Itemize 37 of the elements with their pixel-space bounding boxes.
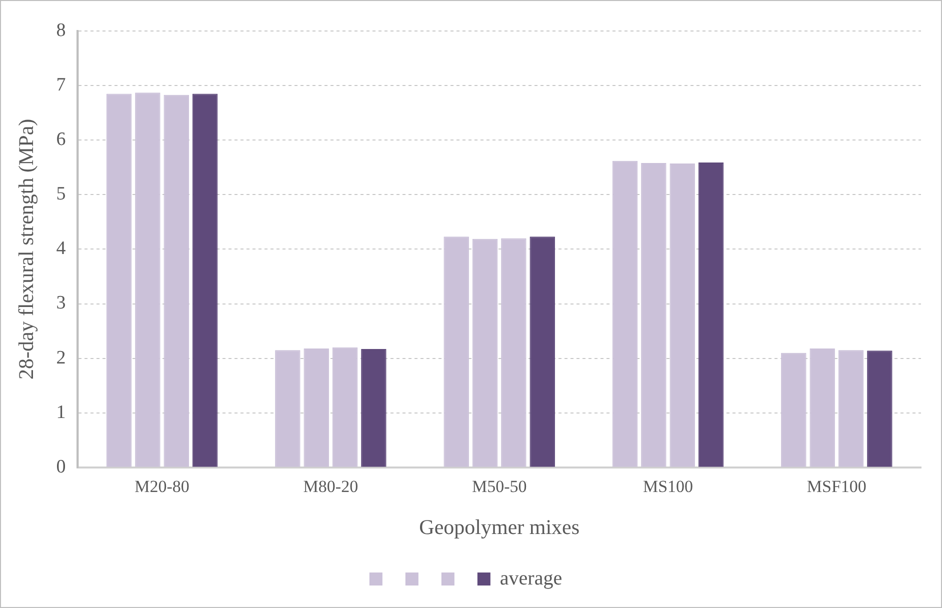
bar <box>698 162 724 467</box>
bar <box>838 350 864 467</box>
bar <box>867 350 892 467</box>
y-tick-label: 2 <box>56 347 66 368</box>
bar <box>641 163 666 467</box>
x-tick-label: MSF100 <box>806 477 866 496</box>
y-tick-label: 5 <box>56 184 66 205</box>
y-tick-label: 0 <box>56 456 66 478</box>
x-axis-title: Geopolymer mixes <box>419 514 580 539</box>
y-axis-title: 28-day flexural strength (MPa) <box>14 118 38 380</box>
y-tick-label: 3 <box>56 292 66 314</box>
x-tick-label: M20-80 <box>134 477 190 496</box>
bar <box>304 348 329 467</box>
x-tick-label: MS100 <box>642 477 694 496</box>
bar <box>192 94 218 467</box>
legend-label: average <box>500 567 562 590</box>
y-tick-label: 1 <box>56 402 66 423</box>
y-tick-label: 7 <box>56 74 66 96</box>
bar <box>530 236 555 467</box>
bar <box>164 94 189 467</box>
bar <box>106 94 132 467</box>
y-tick-label: 6 <box>56 129 66 150</box>
bar <box>444 236 469 467</box>
bar <box>670 164 695 467</box>
bar <box>361 349 386 467</box>
x-tick-label: M80-20 <box>303 477 358 496</box>
bar <box>275 350 300 467</box>
bar <box>472 238 498 467</box>
y-tick-label: 4 <box>56 238 66 260</box>
y-tick-label: 8 <box>56 20 66 41</box>
bar <box>781 352 806 467</box>
bar <box>135 92 160 467</box>
bar <box>501 238 526 467</box>
x-tick-label: M50-50 <box>472 477 527 496</box>
bar <box>612 160 638 467</box>
bar <box>810 348 835 467</box>
bar <box>332 347 358 467</box>
